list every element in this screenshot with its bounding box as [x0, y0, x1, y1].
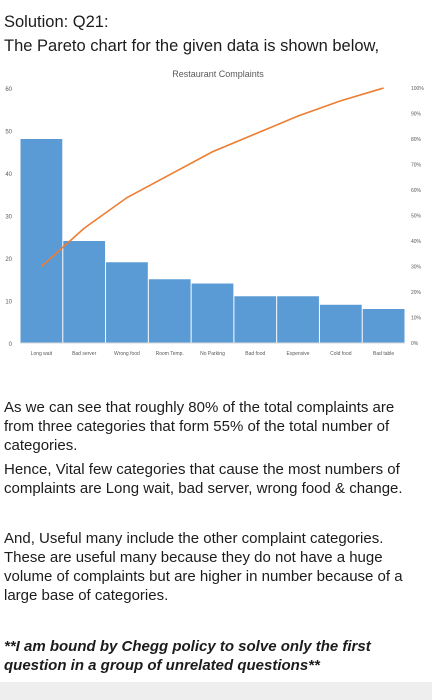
- y-tick-label: 0: [9, 342, 13, 348]
- x-tick-label: Bad table: [373, 351, 394, 357]
- y2-tick-label: 20%: [411, 290, 422, 296]
- bottom-strip: [0, 682, 432, 700]
- analysis-paragraph-2: Hence, Vital few categories that cause t…: [4, 461, 403, 497]
- analysis-paragraph-3: And, Useful many include the other compl…: [4, 530, 403, 604]
- pareto-chart: Restaurant Complaints 0 10 20 30 40 50 60 0% 10…: [0, 60, 432, 370]
- y-tick-label: 30: [5, 215, 12, 221]
- bar-4: [191, 283, 234, 343]
- bar-5: [234, 296, 277, 343]
- bar-2: [106, 262, 148, 343]
- policy-note: **I am bound by Chegg policy to solve on…: [4, 638, 371, 674]
- y-axis-left: 0 10 20 30 40 50 60: [5, 87, 12, 348]
- y2-tick-label: 100%: [411, 86, 424, 92]
- y-tick-label: 10: [5, 300, 12, 306]
- solution-label: Solution: Q21:: [4, 13, 109, 31]
- bar-7: [319, 304, 362, 343]
- x-tick-label: Bad food: [245, 351, 265, 357]
- y-axis-right: 0% 10% 20% 30% 40% 50% 60% 70% 80% 90% 100%: [411, 86, 424, 347]
- y-tick-label: 20: [5, 257, 12, 263]
- y2-tick-label: 0%: [411, 341, 419, 347]
- x-tick-label: Wrong food: [114, 351, 140, 357]
- y-tick-label: 60: [5, 87, 12, 93]
- y2-tick-label: 30%: [411, 265, 422, 271]
- bar-8: [362, 309, 405, 343]
- x-axis-labels: Long wait Bad server Wrong food Room Temp. N…: [31, 351, 395, 357]
- x-tick-label: Expensive: [287, 351, 310, 357]
- x-tick-label: Long wait: [31, 351, 53, 357]
- x-tick-label: Bad server: [72, 351, 97, 357]
- bar-3: [148, 279, 191, 343]
- y2-tick-label: 60%: [411, 188, 422, 194]
- y-tick-label: 50: [5, 130, 12, 136]
- y2-tick-label: 80%: [411, 137, 422, 143]
- intro-text: The Pareto chart for the given data is s…: [4, 37, 380, 55]
- y2-tick-label: 50%: [411, 214, 422, 220]
- cumulative-line-group: [40, 87, 384, 268]
- bar-1: [63, 241, 106, 343]
- bar-0: [20, 139, 63, 343]
- y2-tick-label: 70%: [411, 163, 422, 169]
- bar-6: [277, 296, 319, 343]
- chart-title: Restaurant Complaints: [172, 69, 264, 79]
- bars-group: [20, 139, 405, 343]
- analysis-paragraph-1: As we can see that roughly 80% of the to…: [4, 399, 395, 454]
- x-tick-label: No Parking: [200, 351, 225, 357]
- cumulative-percent-line: [40, 87, 384, 268]
- y2-tick-label: 90%: [411, 112, 422, 118]
- x-tick-label: Room Temp.: [156, 351, 184, 357]
- y2-tick-label: 10%: [411, 316, 422, 322]
- x-tick-label: Cold food: [330, 351, 352, 357]
- y-tick-label: 40: [5, 172, 12, 178]
- y2-tick-label: 40%: [411, 239, 422, 245]
